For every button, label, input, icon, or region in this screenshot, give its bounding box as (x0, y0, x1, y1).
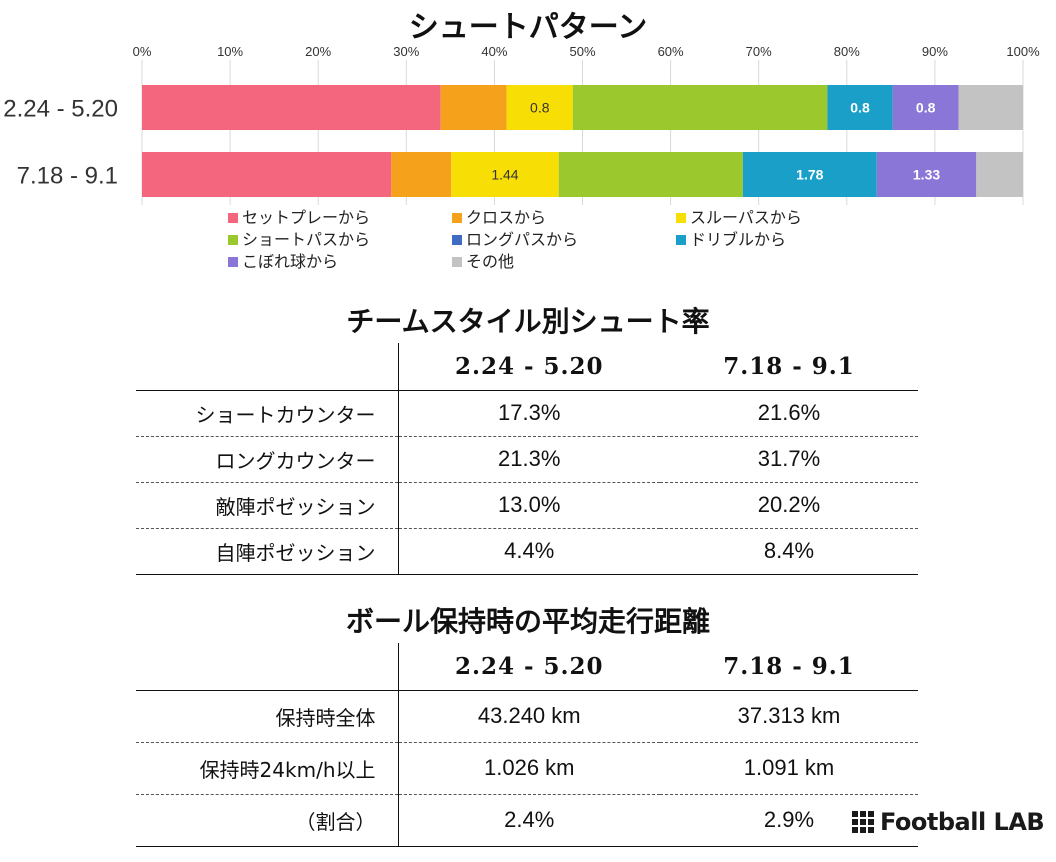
data-label: 0.8 (530, 100, 550, 116)
x-tick-label: 80% (834, 44, 860, 59)
bar-segment (506, 85, 573, 130)
legend-swatch (676, 213, 686, 223)
legend-label: ロングパスから (466, 230, 578, 249)
legend-label: スルーパスから (690, 208, 802, 227)
bar-segment (391, 152, 452, 197)
table-cell: 17.3% (398, 390, 660, 437)
table-cell: 20.2% (660, 482, 918, 529)
x-tick-label: 40% (481, 44, 507, 59)
data-label: 0.8 (850, 100, 870, 116)
legend-swatch (228, 235, 238, 245)
x-tick-label: 30% (393, 44, 419, 59)
row-label: 自陣ポゼッション (136, 528, 399, 575)
table-cell: 8.4% (660, 528, 918, 575)
bar-segment (142, 85, 441, 130)
table-cell: 2.4% (398, 794, 660, 847)
legend-label: ショートパスから (242, 230, 370, 249)
bar-segment (451, 152, 559, 197)
column-header: 7.18 - 9.1 (660, 643, 918, 691)
x-tick-label: 50% (569, 44, 595, 59)
column-header: 2.24 - 5.20 (398, 343, 660, 391)
table-cell: 1.091 km (660, 742, 918, 795)
bar-segment (892, 85, 959, 130)
x-tick-label: 100% (1006, 44, 1040, 59)
table-cell: 1.026 km (398, 742, 660, 795)
data-label: 0.8 (916, 100, 936, 116)
table-cell: 2.9% (660, 794, 918, 847)
category-label: 7.18 - 9.1 (17, 163, 118, 190)
header-empty (136, 343, 399, 391)
legend-swatch (228, 213, 238, 223)
data-label: 1.78 (796, 167, 823, 183)
category-label: 2.24 - 5.20 (3, 96, 118, 123)
legend-swatch (676, 235, 686, 245)
logo-text: Football LAB (880, 808, 1045, 836)
football-lab-logo: Football LAB (852, 808, 1045, 836)
bar-segment (976, 152, 1023, 197)
bar-segment (572, 85, 828, 130)
legend-swatch (452, 213, 462, 223)
x-tick-label: 90% (922, 44, 948, 59)
x-tick-label: 70% (746, 44, 772, 59)
bar-segment (876, 152, 977, 197)
column-header: 2.24 - 5.20 (398, 643, 660, 691)
legend-swatch (228, 257, 238, 267)
row-label: ショートカウンター (136, 390, 399, 437)
table-cell: 31.7% (660, 436, 918, 483)
legend-label: その他 (466, 252, 514, 271)
bar-segment (440, 85, 507, 130)
x-tick-label: 0% (133, 44, 152, 59)
table-cell: 21.3% (398, 436, 660, 483)
bar-segment (958, 85, 1023, 130)
table-cell: 13.0% (398, 482, 660, 529)
legend-label: クロスから (466, 208, 546, 227)
bar-segment (558, 152, 743, 197)
row-label: 保持時24km/h以上 (136, 742, 399, 795)
legend-label: ドリブルから (690, 230, 786, 249)
x-tick-label: 60% (658, 44, 684, 59)
legend-label: セットプレーから (242, 208, 370, 227)
table-cell: 4.4% (398, 528, 660, 575)
data-label: 1.33 (913, 167, 940, 183)
table-cell: 21.6% (660, 390, 918, 437)
distance-title: ボール保持時の平均走行距離 (345, 605, 710, 638)
row-label: ロングカウンター (136, 436, 399, 483)
chart-title: シュートパターン (408, 10, 648, 45)
logo-grid-icon (852, 811, 874, 833)
team-style-table: 2.24 - 5.20 7.18 - 9.1 ショートカウンター 17.3% 2… (136, 343, 918, 575)
legend-swatch (452, 257, 462, 267)
bar-segment (142, 152, 392, 197)
table-cell: 37.313 km (660, 690, 918, 743)
row-label: （割合） (136, 794, 399, 847)
bar-segment (742, 152, 877, 197)
x-tick-label: 10% (217, 44, 243, 59)
bar-segment (827, 85, 893, 130)
data-label: 1.44 (491, 167, 518, 183)
x-tick-label: 20% (305, 44, 331, 59)
column-header: 7.18 - 9.1 (660, 343, 918, 391)
shot-pattern-chart: 0% 10% 20% 30% 40% 50% 60% 70% 80% 90% 100% 2.24 - … (3, 44, 1040, 271)
distance-table: 2.24 - 5.20 7.18 - 9.1 保持時全体 43.240 km 3… (136, 643, 918, 847)
row-label: 敵陣ポゼッション (136, 482, 399, 529)
team-style-title: チームスタイル別シュート率 (346, 305, 710, 338)
row-label: 保持時全体 (136, 690, 399, 743)
legend-label: こぼれ球から (242, 252, 338, 271)
table-cell: 43.240 km (398, 690, 660, 743)
legend-swatch (452, 235, 462, 245)
header-empty (136, 643, 399, 691)
